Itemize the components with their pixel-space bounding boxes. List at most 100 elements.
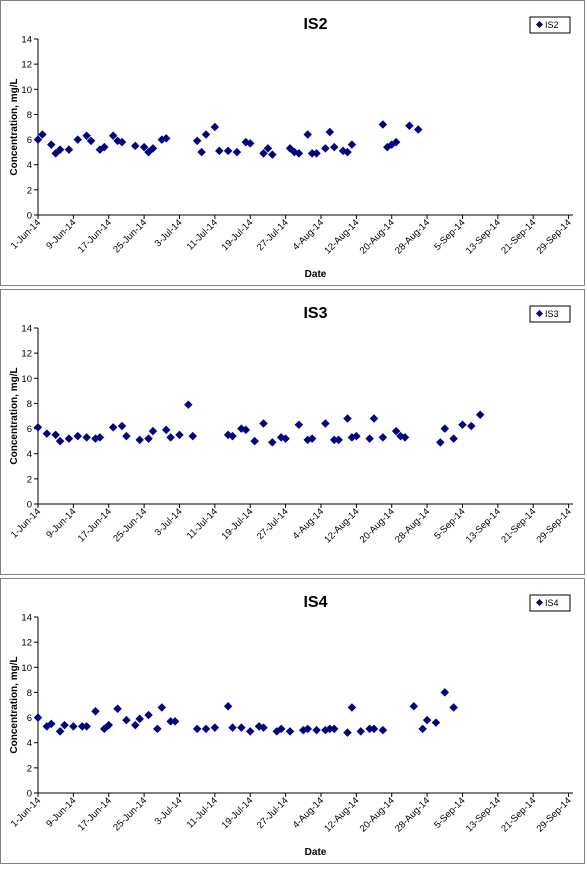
y-tick-label: 4 bbox=[27, 449, 32, 460]
data-point bbox=[294, 149, 304, 158]
data-point bbox=[192, 724, 202, 734]
y-tick-label: 14 bbox=[21, 613, 32, 624]
data-point bbox=[33, 713, 43, 722]
data-point bbox=[148, 426, 158, 436]
data-point bbox=[91, 707, 100, 716]
x-tick-label: 12-Aug-14 bbox=[322, 506, 361, 545]
data-point bbox=[356, 727, 366, 736]
data-point bbox=[64, 434, 74, 443]
data-point bbox=[55, 727, 65, 736]
x-tick-label: 13-Sep-14 bbox=[464, 506, 503, 545]
data-point bbox=[144, 434, 153, 443]
data-point bbox=[268, 438, 277, 447]
y-tick-label: 10 bbox=[21, 374, 32, 385]
y-tick-label: 2 bbox=[27, 763, 32, 774]
data-point bbox=[135, 435, 144, 445]
y-tick-label: 6 bbox=[27, 713, 32, 724]
data-point bbox=[268, 150, 277, 159]
data-point bbox=[100, 142, 109, 152]
data-point bbox=[369, 724, 379, 734]
data-point bbox=[245, 139, 255, 148]
x-tick-label: 27-Jul-14 bbox=[255, 795, 291, 831]
data-point bbox=[55, 436, 65, 446]
data-point bbox=[139, 142, 149, 152]
data-point bbox=[343, 414, 352, 423]
data-point bbox=[170, 717, 180, 726]
y-tick-label: 14 bbox=[21, 324, 32, 335]
y-tick-label: 10 bbox=[21, 85, 32, 96]
data-point bbox=[347, 140, 357, 149]
data-point bbox=[82, 722, 91, 731]
x-tick-label: 25-Jun-14 bbox=[111, 217, 149, 255]
x-tick-label: 27-Jul-14 bbox=[255, 506, 291, 542]
data-point bbox=[122, 431, 131, 441]
y-tick-label: 6 bbox=[27, 424, 32, 435]
data-point bbox=[108, 423, 118, 432]
data-point bbox=[223, 702, 233, 711]
data-point bbox=[117, 137, 127, 147]
x-tick-label: 11-Jul-14 bbox=[185, 506, 220, 541]
x-tick-label: 4-Aug-14 bbox=[291, 795, 326, 830]
data-point bbox=[38, 130, 47, 139]
legend-box bbox=[529, 305, 571, 323]
x-tick-label: 17-Jun-14 bbox=[76, 795, 114, 833]
chart-panel-is4: IS4 0 2 4 6 8 10 12 14 1-Jun-14 9-Jun-14 17-Jun-14 2… bbox=[0, 578, 585, 864]
data-point bbox=[188, 431, 197, 441]
x-tick-label: 29-Sep-14 bbox=[535, 217, 574, 256]
x-tick-label: 3-Jul-14 bbox=[153, 795, 185, 827]
legend-marker bbox=[535, 309, 544, 318]
x-tick-label: 4-Aug-14 bbox=[291, 217, 326, 252]
legend-label: IS2 bbox=[545, 20, 559, 30]
data-point bbox=[223, 146, 233, 156]
x-tick-label: 28-Aug-14 bbox=[393, 795, 432, 834]
x-tick-label: 1-Jun-14 bbox=[9, 506, 43, 540]
data-point bbox=[303, 724, 312, 734]
y-tick-label: 12 bbox=[21, 60, 32, 71]
data-point bbox=[210, 723, 220, 732]
data-point bbox=[232, 147, 242, 157]
x-tick-label: 1-Jun-14 bbox=[9, 217, 43, 251]
data-point bbox=[82, 131, 91, 141]
data-point bbox=[131, 141, 140, 151]
data-point bbox=[42, 429, 52, 438]
legend-label: IS3 bbox=[545, 309, 559, 319]
x-tick-label: 11-Jul-14 bbox=[185, 217, 220, 252]
data-point bbox=[391, 426, 401, 436]
data-point bbox=[276, 724, 286, 734]
x-tick-label: 28-Aug-14 bbox=[393, 506, 432, 545]
data-point bbox=[259, 149, 268, 158]
data-point bbox=[400, 433, 410, 442]
data-point bbox=[329, 724, 339, 734]
data-point bbox=[312, 149, 321, 158]
y-tick-label: 12 bbox=[21, 638, 32, 649]
data-point bbox=[201, 724, 211, 734]
y-tick-label: 2 bbox=[27, 474, 32, 485]
legend-label: IS4 bbox=[545, 598, 559, 608]
y-tick-label: 8 bbox=[27, 688, 32, 699]
data-point bbox=[449, 434, 458, 443]
data-point bbox=[347, 703, 357, 712]
x-tick-label: 5-Sep-14 bbox=[432, 506, 467, 541]
x-tick-label: 29-Sep-14 bbox=[535, 506, 574, 545]
data-point bbox=[312, 725, 321, 735]
data-point bbox=[201, 130, 211, 139]
y-tick-label: 6 bbox=[27, 135, 32, 146]
data-point bbox=[55, 145, 65, 154]
data-point bbox=[157, 703, 167, 712]
data-point bbox=[321, 419, 330, 428]
y-tick-label: 8 bbox=[27, 110, 32, 121]
data-point bbox=[33, 423, 43, 432]
x-tick-label: 25-Jun-14 bbox=[111, 506, 149, 544]
data-point bbox=[343, 147, 352, 157]
y-axis-label: Concentration, mg/L bbox=[9, 656, 20, 753]
data-point bbox=[241, 425, 251, 435]
x-tick-label: 4-Aug-14 bbox=[291, 506, 326, 541]
y-axis-label: Concentration, mg/L bbox=[9, 78, 20, 175]
x-tick-label: 19-Jul-14 bbox=[220, 795, 256, 831]
data-point bbox=[135, 714, 144, 724]
data-point bbox=[281, 434, 290, 443]
x-tick-label: 12-Aug-14 bbox=[322, 795, 361, 834]
